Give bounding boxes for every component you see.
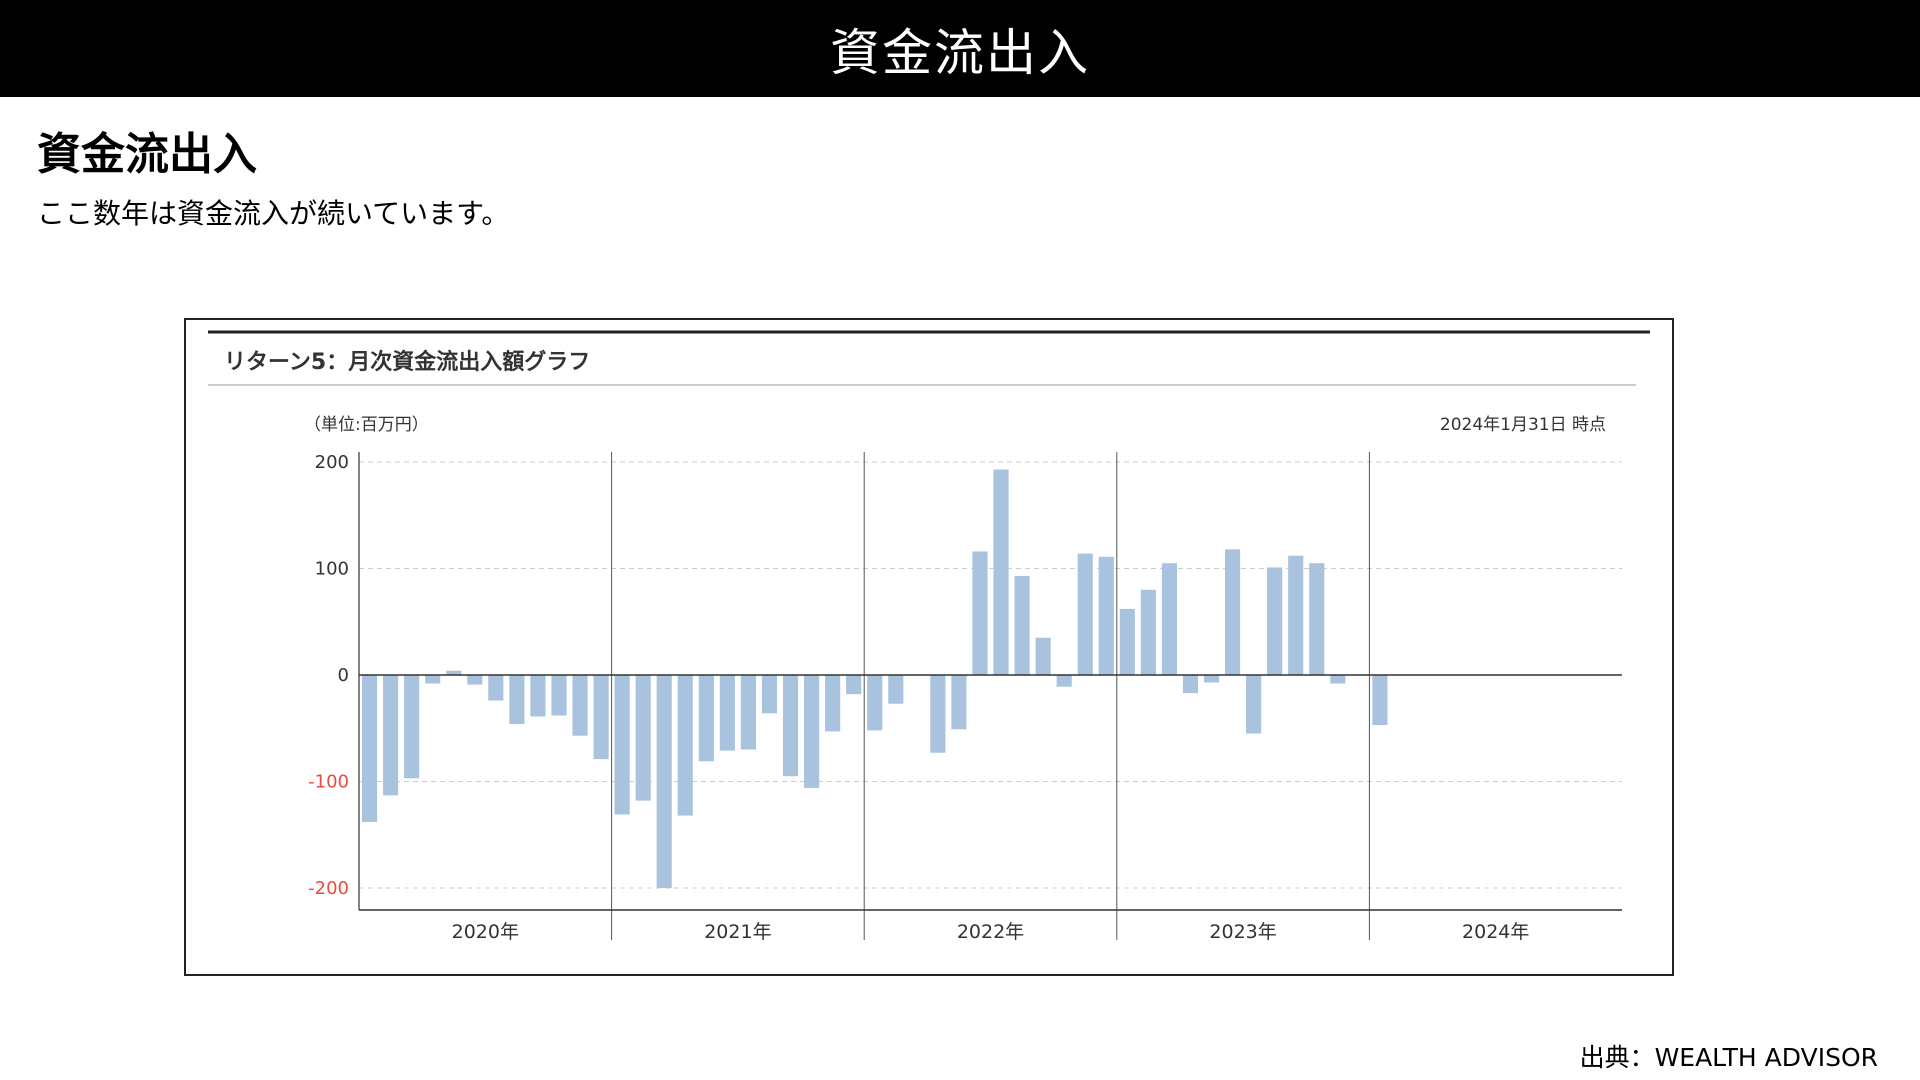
plot-area: 200 100 0 -100 -200 2020年 2021年 2022年 2023年 2024年 (308, 452, 1622, 943)
bar (1077, 553, 1093, 675)
bar (1246, 675, 1262, 734)
x-tick-label: 2021年 (704, 921, 771, 943)
bar (361, 675, 378, 822)
bar (1267, 567, 1283, 675)
bar (740, 675, 757, 750)
y-tick-label: -100 (308, 772, 349, 793)
bar (951, 675, 967, 730)
y-tick-label: 0 (338, 665, 349, 686)
bar (761, 675, 778, 714)
bar (1014, 575, 1030, 675)
bar (1140, 589, 1156, 675)
bar (803, 675, 820, 788)
bar (1224, 549, 1241, 675)
source-credit: 出典：WEALTH ADVISOR (1579, 1043, 1878, 1072)
section-description: ここ数年は資金流入が続いています。 (37, 197, 510, 230)
top-title-bar: 資金流出入 (0, 0, 1920, 97)
bar (635, 675, 651, 801)
y-tick-label: 100 (315, 559, 349, 580)
bar (593, 675, 609, 760)
bar (425, 675, 441, 684)
bar (677, 675, 693, 816)
bar (1182, 675, 1199, 694)
fund-flow-chart: リターン5：月次資金流出入額グラフ （単位:百万円） 2024年1月31日 時点… (208, 330, 1650, 943)
bar (488, 675, 504, 701)
bar (1161, 563, 1178, 675)
unit-label: （単位:百万円） (304, 415, 429, 435)
as-of-date: 2024年1月31日 時点 (1440, 415, 1606, 435)
x-tick-label: 2020年 (452, 921, 519, 943)
bar (698, 675, 714, 762)
section-heading: 資金流出入 (37, 129, 257, 180)
y-tick-label: 200 (315, 452, 349, 473)
bar (551, 675, 567, 716)
x-tick-label: 2023年 (1209, 921, 1276, 943)
bar (530, 675, 546, 717)
bar (572, 675, 588, 736)
bar (972, 551, 988, 675)
bar (1203, 675, 1220, 683)
bar (1098, 556, 1114, 675)
bar (1288, 555, 1304, 675)
bar (867, 675, 883, 731)
bar (993, 469, 1009, 675)
bar (656, 675, 672, 888)
bar (1372, 675, 1388, 726)
x-tick-label: 2022年 (957, 921, 1024, 943)
bar (1056, 675, 1072, 687)
bar (1035, 637, 1051, 675)
x-tick-label: 2024年 (1462, 921, 1529, 943)
bar (446, 670, 462, 675)
bar (782, 675, 799, 777)
bar (467, 675, 483, 685)
chart-panel: リターン5：月次資金流出入額グラフ （単位:百万円） 2024年1月31日 時点… (184, 318, 1674, 976)
bar (1309, 563, 1325, 675)
bar (825, 675, 841, 732)
bar (719, 675, 735, 751)
bar (930, 675, 946, 753)
bar (846, 675, 862, 695)
bar (1330, 675, 1346, 684)
top-title: 資金流出入 (830, 23, 1090, 82)
bar (1119, 608, 1135, 675)
chart-title: リターン5：月次資金流出入額グラフ (224, 349, 590, 375)
y-tick-label: -200 (308, 878, 349, 899)
bar (404, 675, 420, 779)
bar (888, 675, 904, 704)
bar (382, 675, 399, 796)
bar (509, 675, 525, 724)
bar (614, 675, 630, 815)
